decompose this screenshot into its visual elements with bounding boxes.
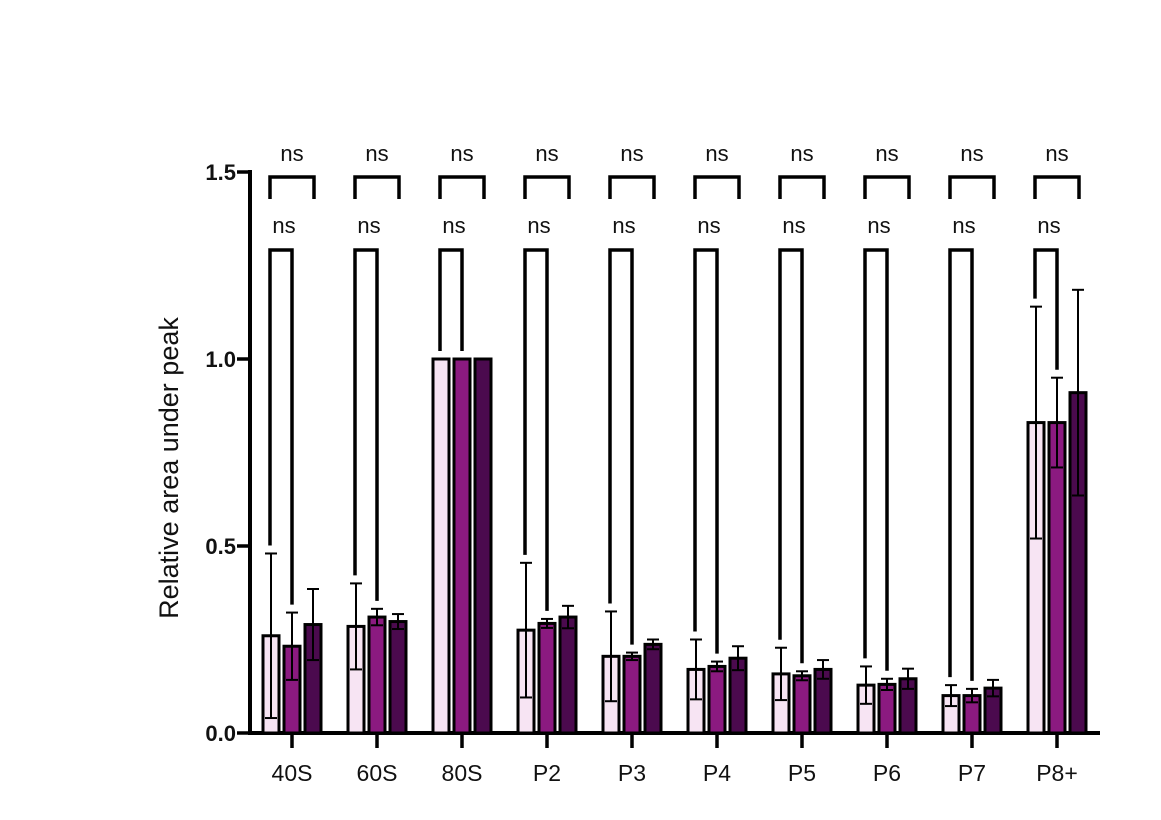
y-tick-label: 0.0 <box>205 721 236 746</box>
lower-bracket <box>608 248 634 645</box>
bar <box>622 654 642 735</box>
lower-bracket <box>1033 248 1059 370</box>
lower-bracket-label: ns <box>697 213 720 238</box>
lower-bracket <box>863 248 889 671</box>
lower-bracket <box>438 248 464 351</box>
upper-bracket <box>523 175 571 199</box>
lower-bracket <box>268 248 294 605</box>
upper-bracket-label: ns <box>960 141 983 166</box>
lower-bracket <box>948 248 974 681</box>
x-tick-label: 40S <box>272 760 313 786</box>
lower-bracket-label: ns <box>867 213 890 238</box>
upper-bracket-label: ns <box>790 141 813 166</box>
upper-bracket <box>863 175 911 199</box>
upper-bracket-label: ns <box>450 141 473 166</box>
x-tick-label: 80S <box>442 760 483 786</box>
upper-bracket-label: ns <box>280 141 303 166</box>
upper-bracket-label: ns <box>620 141 643 166</box>
lower-bracket-label: ns <box>612 213 635 238</box>
y-tick-label: 1.0 <box>205 347 236 372</box>
bar <box>792 674 812 735</box>
x-tick-label: P5 <box>788 760 816 786</box>
lower-bracket-label: ns <box>357 213 380 238</box>
bar <box>452 357 472 735</box>
bar <box>707 664 727 735</box>
bars <box>261 288 1088 735</box>
upper-bracket <box>1033 175 1081 199</box>
bar <box>388 620 408 735</box>
x-tick-label: 60S <box>357 760 398 786</box>
y-tick-label: 1.5 <box>205 160 236 185</box>
upper-bracket-label: ns <box>1045 141 1068 166</box>
lower-bracket-label: ns <box>782 213 805 238</box>
x-tick-label: P7 <box>958 760 986 786</box>
bar <box>643 642 663 735</box>
upper-bracket <box>608 175 656 199</box>
bar <box>1047 421 1067 735</box>
lower-bracket <box>693 248 719 654</box>
lower-bracket-label: ns <box>1037 213 1060 238</box>
upper-bracket <box>438 175 486 199</box>
bar <box>431 357 451 735</box>
lower-bracket-label: ns <box>527 213 550 238</box>
bar <box>558 615 578 735</box>
upper-bracket-label: ns <box>365 141 388 166</box>
lower-bracket <box>353 248 379 601</box>
lower-bracket <box>523 248 549 611</box>
lower-bracket-label: ns <box>442 213 465 238</box>
bar <box>367 615 387 735</box>
upper-bracket <box>353 175 401 199</box>
x-tick-label: P8+ <box>1036 760 1078 786</box>
bar <box>473 357 493 735</box>
x-tick-label: P6 <box>873 760 901 786</box>
upper-bracket <box>778 175 826 199</box>
significance-brackets: ns ns ns ns ns ns ns ns ns ns ns ns ns ns ns ns ns ns ns ns <box>268 141 1081 681</box>
x-tick-label: P2 <box>533 760 561 786</box>
upper-bracket <box>948 175 996 199</box>
upper-bracket-label: ns <box>535 141 558 166</box>
lower-bracket-label: ns <box>272 213 295 238</box>
x-tick-label: P4 <box>703 760 731 786</box>
bar <box>537 621 557 735</box>
lower-bracket-label: ns <box>952 213 975 238</box>
y-tick-label: 0.5 <box>205 534 236 559</box>
bar <box>877 682 897 735</box>
upper-bracket-label: ns <box>705 141 728 166</box>
x-tick-label: P3 <box>618 760 646 786</box>
upper-bracket-label: ns <box>875 141 898 166</box>
y-axis-label: Relative area under peak <box>154 317 184 619</box>
lower-bracket <box>778 248 804 664</box>
upper-bracket <box>268 175 316 199</box>
upper-bracket <box>693 175 741 199</box>
